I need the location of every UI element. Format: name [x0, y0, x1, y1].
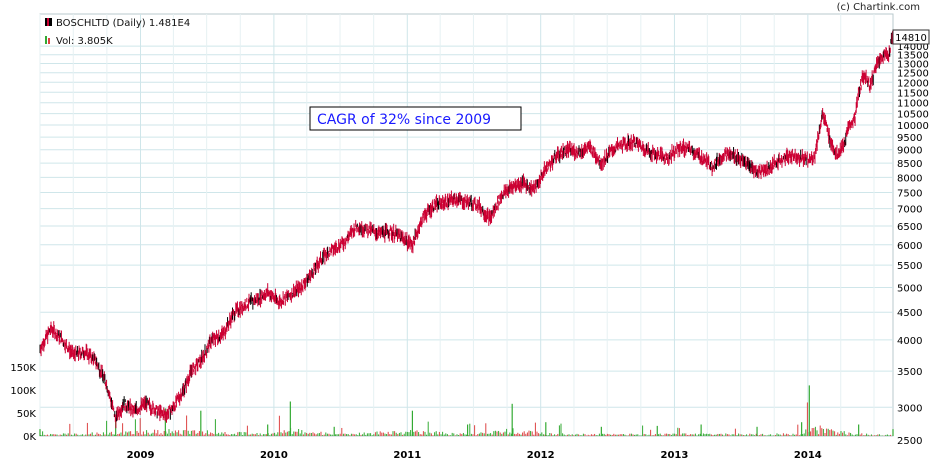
- volume-tick-label: 100K: [10, 386, 36, 397]
- y-tick-label: 2500: [897, 436, 922, 447]
- y-tick-label: 12000: [897, 78, 929, 89]
- y-tick-label: 13500: [897, 51, 929, 62]
- last-price-badge: 14810: [892, 29, 930, 45]
- last-price-badge-box: [892, 29, 930, 45]
- x-tick-label: 2011: [393, 450, 421, 461]
- volume-tick-label: 150K: [10, 363, 36, 374]
- axes: 2500 3000 3500 4000 4500 5000 5500 6000 6500 7000…: [10, 42, 928, 461]
- x-tick-label: 2014: [794, 450, 822, 461]
- y-tick-label: 4000: [897, 336, 922, 347]
- credit-text: (c) Chartink.com: [837, 2, 920, 13]
- price-series: [39, 31, 893, 429]
- volume-bars: [39, 385, 894, 436]
- y-tick-label: 3000: [897, 403, 922, 414]
- x-tick-label: 2009: [127, 450, 155, 461]
- y-tick-label: 7000: [897, 205, 922, 216]
- x-tick-label: 2010: [260, 450, 288, 461]
- x-tick-label: 2012: [527, 450, 555, 461]
- y-tick-label: 5000: [897, 284, 922, 295]
- cagr-annotation-box: [309, 106, 522, 131]
- plot-area: [39, 13, 894, 437]
- cagr-annotation-text: CAGR of 32% since 2009: [317, 112, 491, 128]
- y-tick-label: 10500: [897, 110, 929, 121]
- legend-volume-label: Vol: 3.805K: [56, 36, 113, 47]
- y-tick-label: 13000: [897, 60, 929, 71]
- volume-legend-icon-accent: [48, 38, 50, 44]
- cagr-annotation: CAGR of 32% since 2009: [309, 106, 522, 131]
- y-tick-label: 5500: [897, 261, 922, 272]
- price-legend-icon-accent: [47, 18, 49, 26]
- y-tick-label: 10000: [897, 121, 929, 132]
- y-tick-label: 14000: [897, 42, 929, 53]
- y-tick-label: 9500: [897, 133, 922, 144]
- volume-tick-label: 0K: [23, 432, 36, 443]
- legend-volume: Vol: 3.805K: [45, 36, 113, 47]
- y-tick-label: 6000: [897, 241, 922, 252]
- grid: [39, 14, 893, 436]
- last-price-badge-text: 14810: [895, 33, 927, 44]
- y-tick-label: 8000: [897, 173, 922, 184]
- y-tick-label: 9000: [897, 146, 922, 157]
- y-tick-label: 3500: [897, 367, 922, 378]
- legend-price-label: BOSCHLTD (Daily) 1.481E4: [56, 18, 190, 29]
- y-tick-label: 6500: [897, 222, 922, 233]
- x-tick-label: 2013: [661, 450, 689, 461]
- y-tick-label: 4500: [897, 308, 922, 319]
- y-tick-label: 11000: [897, 99, 929, 110]
- volume-legend-icon: [45, 36, 47, 44]
- y-tick-label: 8500: [897, 159, 922, 170]
- y-tick-label: 12500: [897, 69, 929, 80]
- y-tick-label: 11500: [897, 88, 929, 99]
- legend-price: BOSCHLTD (Daily) 1.481E4: [45, 18, 190, 29]
- volume-tick-label: 50K: [17, 409, 37, 420]
- y-tick-label: 7500: [897, 188, 922, 199]
